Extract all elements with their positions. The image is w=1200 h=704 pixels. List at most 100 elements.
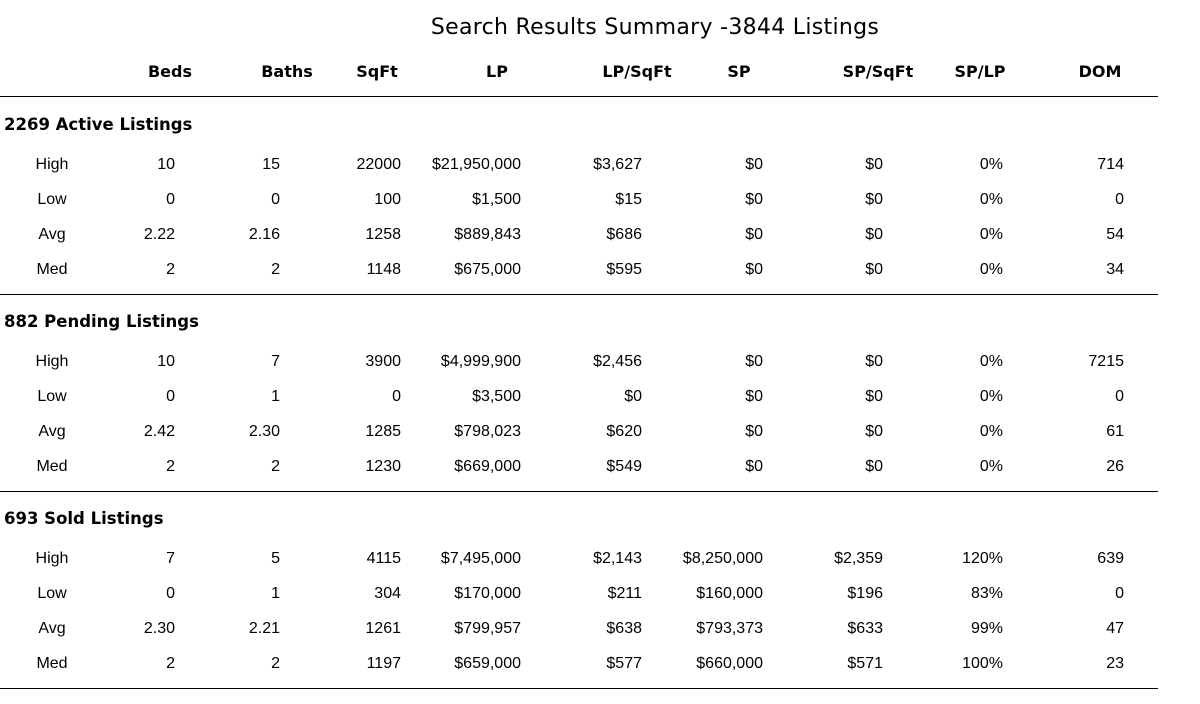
- cell-baths: 2: [271, 458, 280, 475]
- cell-sp-per-lp: 100%: [962, 655, 1003, 672]
- cell-lp: $7,495,000: [440, 550, 521, 567]
- cell-dom: 26: [1106, 458, 1124, 475]
- cell-beds: 0: [166, 191, 175, 208]
- cell-lp-per-sqft: $595: [606, 261, 642, 278]
- cell-lp-per-sqft: $0: [624, 388, 642, 405]
- cell-baths: 2: [271, 261, 280, 278]
- row-label: Avg: [38, 620, 66, 637]
- cell-sp: $0: [745, 261, 763, 278]
- row-label: Med: [36, 458, 68, 475]
- cell-sp-per-lp: 0%: [979, 156, 1003, 173]
- cell-sp-per-lp: 0%: [979, 353, 1003, 370]
- cell-lp: $21,950,000: [432, 156, 521, 173]
- cell-baths: 2.21: [248, 620, 280, 637]
- table-row-high: High 7 5 4115 $7,495,000 $2,143 $8,250,000 $2,3…: [0, 549, 1158, 583]
- section-active-listings: 2269 Active Listings High 10 15 22000 $21,950…: [0, 97, 1158, 295]
- cell-sp-per-lp: 83%: [970, 585, 1003, 602]
- cell-sqft: 1197: [366, 655, 401, 672]
- cell-lp-per-sqft: $15: [615, 191, 642, 208]
- column-header-sqft: SqFt: [356, 62, 398, 81]
- table-row-med: Med 2 2 1230 $669,000 $549 $0 $0 0% 26: [0, 457, 1158, 491]
- cell-beds: 10: [157, 156, 175, 173]
- cell-sp: $0: [745, 458, 763, 475]
- cell-beds: 2.30: [143, 620, 175, 637]
- cell-dom: 54: [1106, 226, 1124, 243]
- cell-sqft: 100: [374, 191, 401, 208]
- cell-sp-per-sqft: $633: [847, 620, 883, 637]
- cell-sp-per-lp: 0%: [979, 226, 1003, 243]
- cell-sqft: 1230: [365, 458, 401, 475]
- row-label: Med: [36, 655, 68, 672]
- cell-dom: 0: [1115, 191, 1124, 208]
- cell-dom: 0: [1115, 388, 1124, 405]
- section-sold-listings: 693 Sold Listings High 7 5 4115 $7,495,000 $2,…: [0, 491, 1158, 689]
- cell-beds: 10: [157, 353, 175, 370]
- cell-sp: $0: [745, 226, 763, 243]
- cell-sp-per-sqft: $571: [847, 655, 883, 672]
- cell-sp-per-sqft: $0: [865, 226, 883, 243]
- cell-dom: 34: [1106, 261, 1124, 278]
- cell-sqft: 4115: [366, 550, 401, 567]
- cell-sp: $0: [745, 423, 763, 440]
- row-label: High: [35, 156, 69, 173]
- cell-beds: 2.42: [143, 423, 175, 440]
- table-row-avg: Avg 2.22 2.16 1258 $889,843 $686 $0 $0 0% 54: [0, 225, 1158, 259]
- column-header-sp-per-lp: SP/LP: [954, 62, 1006, 81]
- cell-sp-per-sqft: $0: [865, 191, 883, 208]
- cell-sqft: 1285: [365, 423, 401, 440]
- table-row-high: High 10 15 22000 $21,950,000 $3,627 $0 $0 0% 714: [0, 155, 1158, 189]
- cell-beds: 2: [166, 655, 175, 672]
- column-header-baths: Baths: [261, 62, 313, 81]
- cell-sp: $8,250,000: [682, 550, 763, 567]
- cell-lp: $1,500: [472, 191, 521, 208]
- row-label: Avg: [38, 423, 66, 440]
- table-row-high: High 10 7 3900 $4,999,900 $2,456 $0 $0 0% 7215: [0, 352, 1158, 386]
- table-row-avg: Avg 2.30 2.21 1261 $799,957 $638 $793,373 $633 9…: [0, 619, 1158, 653]
- page-title: Search Results Summary -3844 Listings: [430, 15, 880, 40]
- table-row-low: Low 0 1 304 $170,000 $211 $160,000 $196 83% 0: [0, 584, 1158, 618]
- cell-dom: 23: [1106, 655, 1124, 672]
- cell-beds: 0: [166, 388, 175, 405]
- cell-dom: 639: [1097, 550, 1124, 567]
- cell-sqft: 1258: [365, 226, 401, 243]
- cell-dom: 714: [1097, 156, 1124, 173]
- cell-dom: 61: [1106, 423, 1124, 440]
- cell-sp: $0: [745, 353, 763, 370]
- cell-sqft: 1261: [365, 620, 401, 637]
- cell-lp: $889,843: [454, 226, 521, 243]
- cell-sp-per-lp: 120%: [962, 550, 1003, 567]
- cell-lp: $798,023: [454, 423, 521, 440]
- cell-sp-per-sqft: $0: [865, 156, 883, 173]
- cell-sp-per-sqft: $0: [865, 353, 883, 370]
- cell-lp: $4,999,900: [440, 353, 521, 370]
- table-row-med: Med 2 2 1148 $675,000 $595 $0 $0 0% 34: [0, 260, 1158, 294]
- cell-sp-per-lp: 0%: [979, 388, 1003, 405]
- cell-baths: 1: [271, 585, 280, 602]
- section-pending-listings: 882 Pending Listings High 10 7 3900 $4,999,90…: [0, 294, 1158, 492]
- cell-baths: 2: [271, 655, 280, 672]
- table-row-med: Med 2 2 1197 $659,000 $577 $660,000 $571 100% 23: [0, 654, 1158, 688]
- cell-lp-per-sqft: $549: [606, 458, 642, 475]
- cell-beds: 2: [166, 261, 175, 278]
- cell-lp-per-sqft: $2,143: [593, 550, 642, 567]
- row-label: High: [35, 550, 69, 567]
- cell-sp-per-sqft: $196: [847, 585, 883, 602]
- cell-beds: 7: [166, 550, 175, 567]
- cell-dom: 47: [1106, 620, 1124, 637]
- cell-baths: 7: [271, 353, 280, 370]
- cell-lp-per-sqft: $211: [607, 585, 642, 602]
- cell-baths: 15: [262, 156, 280, 173]
- cell-sp: $660,000: [696, 655, 763, 672]
- column-header-sp-per-sqft: SP/SqFt: [842, 62, 914, 81]
- cell-sp: $160,000: [696, 585, 763, 602]
- column-header-row: Beds Baths SqFt LP LP/SqFt SP SP/SqFt SP…: [0, 62, 1158, 97]
- cell-lp: $675,000: [454, 261, 521, 278]
- table-row-low: Low 0 1 0 $3,500 $0 $0 $0 0% 0: [0, 387, 1158, 421]
- cell-sp-per-sqft: $0: [865, 458, 883, 475]
- column-header-beds: Beds: [147, 62, 193, 81]
- cell-dom: 0: [1115, 585, 1124, 602]
- cell-sqft: 22000: [356, 156, 402, 173]
- cell-beds: 2: [166, 458, 175, 475]
- cell-baths: 2.30: [248, 423, 280, 440]
- row-label: High: [35, 353, 69, 370]
